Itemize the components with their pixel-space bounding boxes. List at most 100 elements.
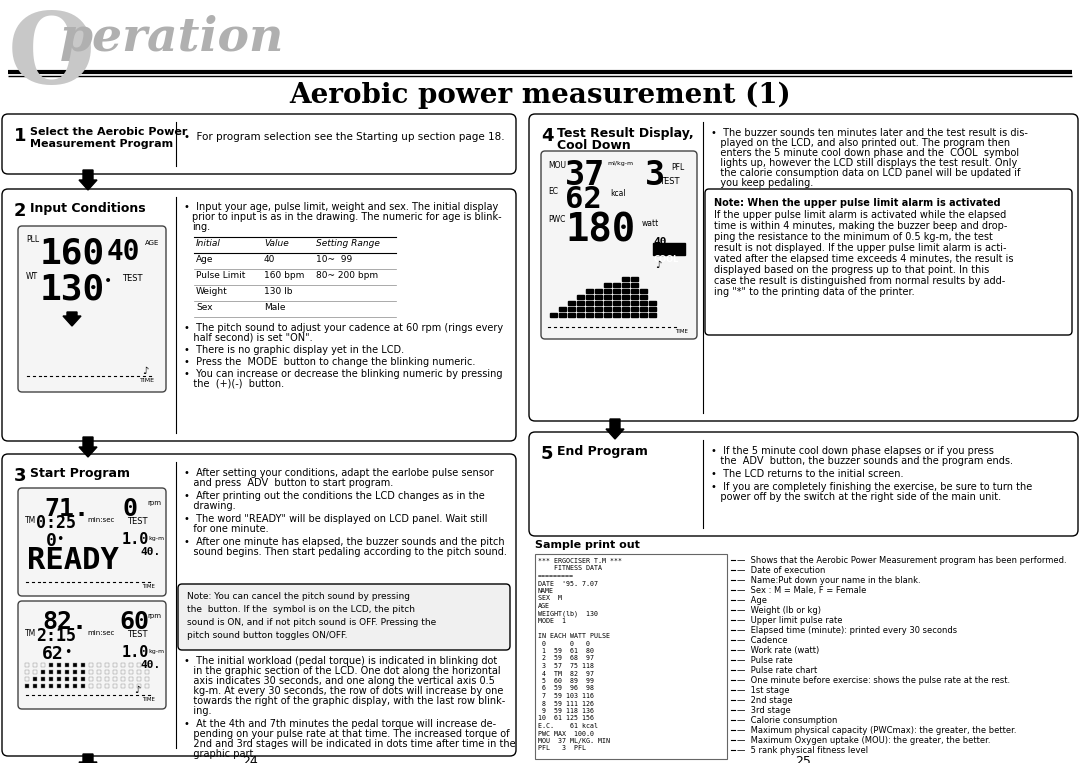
Text: peration: peration [60,15,284,61]
Bar [568,313,575,317]
Bar [622,277,629,281]
Text: TEST: TEST [127,630,148,639]
Text: —  Date of execution: — Date of execution [737,566,825,575]
Text: —  Elapsed time (minute): printed every 30 seconds: — Elapsed time (minute): printed every 3… [737,626,957,635]
Text: displayed based on the progress up to that point. In this: displayed based on the progress up to th… [714,265,989,275]
FancyArrow shape [79,437,97,457]
Text: Setting Range: Setting Range [316,239,380,248]
Text: Male: Male [264,303,285,312]
Text: 62: 62 [565,185,602,214]
Text: —  Maximum Oxygen uptake (MOU): the greater, the better.: — Maximum Oxygen uptake (MOU): the great… [737,736,990,745]
Bar [613,295,620,299]
Text: graphic part.: graphic part. [184,749,256,759]
Bar [622,289,629,293]
Bar [613,313,620,317]
Text: EC: EC [548,187,558,196]
Text: 1  59  61  80: 1 59 61 80 [538,648,594,654]
Text: Weight: Weight [195,287,228,296]
Text: •: • [64,646,71,659]
Text: 2:15: 2:15 [36,627,76,645]
Text: vated after the elapsed time exceeds 4 minutes, the result is: vated after the elapsed time exceeds 4 m… [714,254,1013,264]
FancyBboxPatch shape [18,601,166,709]
Text: 9  59 118 136: 9 59 118 136 [538,708,594,714]
Text: rpm: rpm [147,500,161,506]
FancyBboxPatch shape [18,488,166,596]
Text: 5: 5 [541,445,554,463]
Text: 40: 40 [107,238,140,266]
Text: 160 bpm: 160 bpm [264,271,305,280]
Text: Note: When the upper pulse limit alarm is activated: Note: When the upper pulse limit alarm i… [714,198,1001,208]
Bar [604,283,611,287]
Text: Aerobic power measurement (1): Aerobic power measurement (1) [289,82,791,109]
Text: —  Pulse rate: — Pulse rate [737,656,793,665]
Text: PLL: PLL [26,235,39,244]
Text: for one minute.: for one minute. [184,524,269,534]
Text: —  Weight (lb or kg): — Weight (lb or kg) [737,606,821,615]
Text: —  Name:Put down your name in the blank.: — Name:Put down your name in the blank. [737,576,920,585]
Text: 3: 3 [645,159,665,192]
Text: •  If you are completely finishing the exercise, be sure to turn the: • If you are completely finishing the ex… [711,482,1032,492]
Text: PFL: PFL [671,163,685,172]
Bar [622,283,629,287]
Text: kg-m: kg-m [148,649,164,654]
Text: —  Shows that the Aerobic Power Measurement program has been performed.: — Shows that the Aerobic Power Measureme… [737,556,1067,565]
Text: 0: 0 [46,532,57,550]
Text: 25: 25 [795,755,811,763]
Text: 2  59  68  97: 2 59 68 97 [538,655,594,662]
Text: —  3rd stage: — 3rd stage [737,706,791,715]
Text: •  Input your age, pulse limit, weight and sex. The initial display: • Input your age, pulse limit, weight an… [184,202,498,212]
Bar [640,313,647,317]
Text: lights up, however the LCD still displays the test result. Only: lights up, however the LCD still display… [711,158,1017,168]
Text: —  Work rate (watt): — Work rate (watt) [737,646,820,655]
Bar [577,301,584,305]
Bar [631,289,638,293]
Text: 3: 3 [14,467,27,485]
Text: in the graphic section of the LCD. One dot along the horizontal: in the graphic section of the LCD. One d… [184,666,501,676]
Text: 5  60  89  99: 5 60 89 99 [538,678,594,684]
Text: —  Upper limit pulse rate: — Upper limit pulse rate [737,616,842,625]
Text: 4: 4 [541,127,554,145]
Text: PWC: PWC [548,215,565,224]
FancyBboxPatch shape [2,189,516,441]
Bar [586,295,593,299]
Text: 40: 40 [264,255,275,264]
FancyBboxPatch shape [18,226,166,392]
Text: rpm: rpm [147,613,161,619]
Bar [613,289,620,293]
Text: O: O [8,8,95,105]
Text: •  After printing out the conditions the LCD changes as in the: • After printing out the conditions the … [184,491,485,501]
Bar [595,301,602,305]
FancyBboxPatch shape [2,454,516,756]
Text: READY: READY [27,546,119,575]
Text: TIME: TIME [675,329,688,334]
Text: —  Calorie consumption: — Calorie consumption [737,716,837,725]
Text: the  (+)(-)  button.: the (+)(-) button. [184,379,284,389]
Text: pending on your pulse rate at that time. The increased torque of: pending on your pulse rate at that time.… [184,729,510,739]
Text: you keep pedaling.: you keep pedaling. [711,178,813,188]
Text: TEST: TEST [122,274,143,283]
FancyArrow shape [606,419,624,439]
Text: kg-m. At every 30 seconds, the row of dots will increase by one: kg-m. At every 30 seconds, the row of do… [184,686,503,696]
Text: 40.: 40. [140,660,160,670]
Text: the  ADV  button, the buzzer sounds and the program ends.: the ADV button, the buzzer sounds and th… [711,456,1013,466]
Bar [604,313,611,317]
Text: 2nd and 3rd stages will be indicated in dots time after time in the: 2nd and 3rd stages will be indicated in … [184,739,515,749]
FancyBboxPatch shape [529,432,1078,536]
Text: Select the Aerobic Power: Select the Aerobic Power [30,127,187,137]
Text: E.C.    61 kcal: E.C. 61 kcal [538,723,598,729]
Bar [586,307,593,311]
Text: 130: 130 [40,272,105,306]
Text: 2: 2 [14,202,27,220]
Bar [604,289,611,293]
Text: towards the right of the graphic display, with the last row blink-: towards the right of the graphic display… [184,696,505,706]
Text: •  You can increase or decrease the blinking numeric by pressing: • You can increase or decrease the blink… [184,369,502,379]
Bar [577,295,584,299]
Text: •  The pitch sound to adjust your cadence at 60 rpm (rings every: • The pitch sound to adjust your cadence… [184,323,503,333]
Text: Note: You can cancel the pitch sound by pressing: Note: You can cancel the pitch sound by … [187,592,410,601]
Text: •  After one minute has elapsed, the buzzer sounds and the pitch: • After one minute has elapsed, the buzz… [184,537,504,547]
Text: —  1st stage: — 1st stage [737,686,789,695]
Bar [577,307,584,311]
Text: •  There is no graphic display yet in the LCD.: • There is no graphic display yet in the… [184,345,404,355]
Text: WT: WT [26,272,38,281]
Text: •  After setting your conditions, adapt the earlobe pulse sensor: • After setting your conditions, adapt t… [184,468,494,478]
